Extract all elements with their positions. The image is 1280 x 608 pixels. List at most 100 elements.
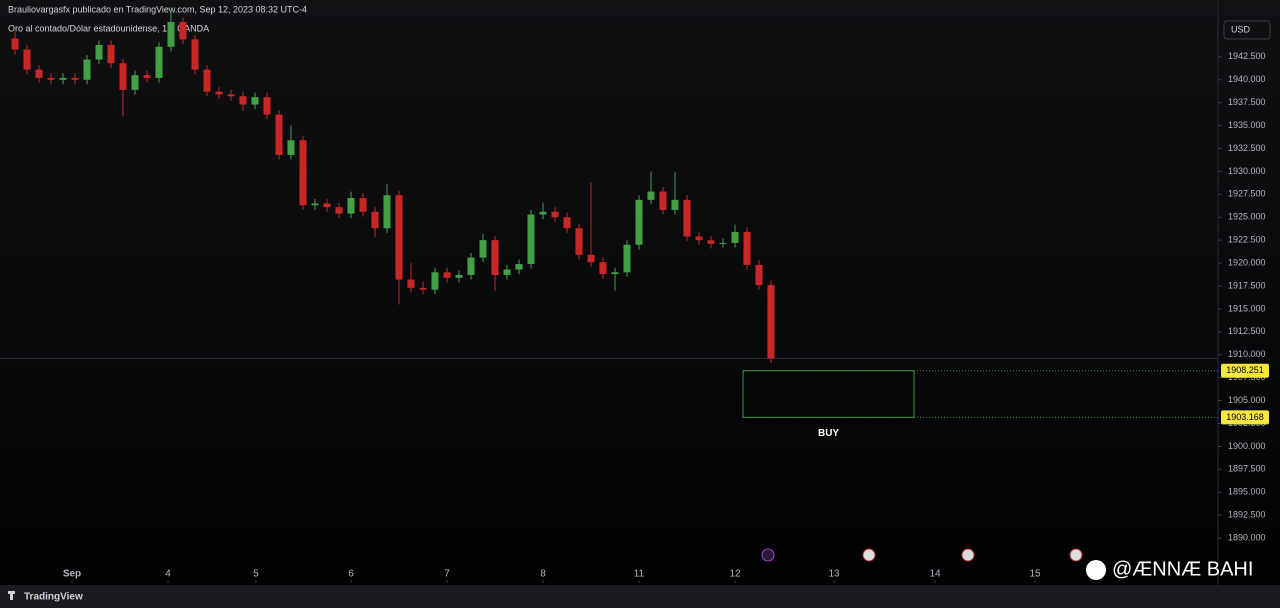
x-tick-label: 6 <box>348 569 354 580</box>
y-tick-label: 1922.500 <box>1228 235 1266 245</box>
candle-body <box>467 257 475 275</box>
x-tick-label: 15 <box>1029 569 1041 580</box>
candle-body <box>263 97 271 115</box>
candle-body <box>47 77 55 80</box>
buy-zone <box>742 370 915 418</box>
candle-body <box>323 203 331 208</box>
candle-body <box>767 285 775 359</box>
y-tick-label: 1927.500 <box>1228 189 1266 199</box>
price-label: 1908.251 <box>1226 365 1264 375</box>
candle-body <box>575 228 583 255</box>
event-icon[interactable] <box>1069 548 1083 562</box>
candle-body <box>587 254 595 263</box>
price-label-bg <box>1221 363 1269 378</box>
candle-body <box>647 191 655 200</box>
x-tick-label: 8 <box>540 569 546 580</box>
candle-body <box>611 272 619 275</box>
price-label-bg <box>1221 410 1269 425</box>
candle-body <box>491 240 499 275</box>
watermark: @ÆNNÆ BAHI <box>1112 558 1253 580</box>
candle-body <box>395 195 403 280</box>
candle-body <box>515 264 523 270</box>
candle-body <box>191 39 199 70</box>
candle-body <box>503 269 511 275</box>
x-tick-label: 12 <box>729 569 741 580</box>
currency-box <box>1223 20 1271 40</box>
y-tick-label: 1925.000 <box>1228 212 1266 222</box>
brand: TradingView <box>24 592 83 603</box>
candle-body <box>215 91 223 95</box>
candle-body <box>707 240 715 244</box>
candle-body <box>347 198 355 214</box>
candle-body <box>23 49 31 70</box>
x-tick-label: 7 <box>444 569 450 580</box>
candle-body <box>95 44 103 60</box>
x-tick-label: Sep <box>63 569 81 580</box>
candle-body <box>11 38 19 50</box>
y-tick-label: 1935.000 <box>1228 120 1266 130</box>
candle-body <box>431 272 439 290</box>
candle-body <box>719 242 727 244</box>
events <box>761 548 1083 562</box>
facebook-icon <box>1086 560 1106 580</box>
event-icon[interactable] <box>862 548 876 562</box>
candle-body <box>755 264 763 286</box>
x-tick-label: 11 <box>634 569 645 580</box>
zone-label: BUY <box>818 428 839 439</box>
candle-body <box>251 97 259 105</box>
y-tick-label: 1915.000 <box>1228 303 1266 313</box>
candle-body <box>383 195 391 229</box>
candle-body <box>155 46 163 78</box>
footer-bar <box>0 585 1280 608</box>
x-tick-label: 14 <box>929 569 941 580</box>
publisher: Brauliovargasfx publicado en TradingView… <box>8 4 307 14</box>
x-tick-label: 4 <box>165 569 171 580</box>
candle-body <box>623 244 631 273</box>
background <box>0 0 1280 585</box>
candle-body <box>479 240 487 258</box>
candle-body <box>407 279 415 288</box>
candle-body <box>695 236 703 241</box>
candle-body <box>119 63 127 90</box>
y-tick-label: 1905.000 <box>1228 395 1266 405</box>
y-tick-label: 1920.000 <box>1228 257 1266 267</box>
currency: USD <box>1231 24 1251 34</box>
event-icon[interactable] <box>761 548 775 562</box>
candle-body <box>683 199 691 237</box>
candle-body <box>287 140 295 155</box>
candle-body <box>419 287 427 290</box>
candle-body <box>83 59 91 80</box>
candle-body <box>635 199 643 245</box>
y-tick-label: 1942.500 <box>1228 51 1266 61</box>
y-tick-label: 1897.500 <box>1228 464 1266 474</box>
y-tick-label: 1910.000 <box>1228 349 1266 359</box>
candle-body <box>731 231 739 243</box>
candle-body <box>551 211 559 218</box>
candle-body <box>539 211 547 215</box>
y-tick-label: 1890.000 <box>1228 532 1266 542</box>
y-tick-label: 1912.500 <box>1228 326 1266 336</box>
candle-body <box>275 114 283 155</box>
y-tick-label: 1940.000 <box>1228 74 1266 84</box>
candle-body <box>563 217 571 229</box>
candle-body <box>167 22 175 47</box>
candle-body <box>371 211 379 229</box>
x-tick-label: 5 <box>253 569 259 580</box>
candle-body <box>239 96 247 105</box>
brand-logo <box>8 591 15 600</box>
symbol-title: Oro al contado/Dólar estadounidense, 1h,… <box>8 23 209 33</box>
candle-body <box>143 75 151 78</box>
y-tick-label: 1892.500 <box>1228 510 1266 520</box>
y-tick-label: 1932.500 <box>1228 143 1266 153</box>
y-tick-label: 1917.500 <box>1228 280 1266 290</box>
candle-body <box>59 77 67 80</box>
y-tick-label: 1895.000 <box>1228 487 1266 497</box>
candle-body <box>743 231 751 265</box>
candle-body <box>659 191 667 210</box>
candle-body <box>311 203 319 206</box>
y-tick-label: 1930.000 <box>1228 166 1266 176</box>
event-icon[interactable] <box>961 548 975 562</box>
candle-body <box>599 262 607 275</box>
